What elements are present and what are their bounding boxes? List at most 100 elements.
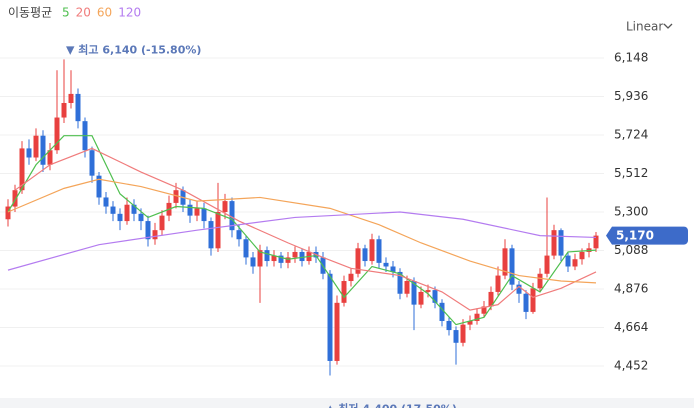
price-label: 5,170 [616,229,654,243]
candle-body [495,275,501,292]
candle-body [229,201,235,231]
candle-body [117,213,123,222]
candle-body [565,255,571,267]
candle-body [215,211,221,249]
candle-body [369,239,375,262]
legend-entry: 20 [76,6,91,20]
candle-body [208,221,214,249]
candle-body [544,255,550,274]
candle-body [446,320,452,331]
candle-body [243,239,249,258]
candle-body [285,257,291,263]
candle-body [271,255,277,262]
candle-body [355,248,361,274]
candle-body [558,230,564,256]
candle-body [47,150,53,165]
candle-body [264,250,270,262]
candle-body [222,201,228,212]
candle-body [509,248,515,285]
legend-entry: 120 [118,6,141,20]
candle-body [131,204,137,214]
candle-body [362,248,368,262]
candle-body [404,281,410,294]
candle-body [5,206,11,220]
candle-body [124,204,130,222]
moving-average-line [14,147,597,311]
low-annotation: ▲ 최저 4,400 (17.50%) [326,401,457,408]
candle-body [572,259,578,267]
candle-body [194,208,200,216]
price-badge [606,226,688,245]
candle-body [257,250,263,267]
candle-body [334,302,340,361]
candle-body [418,291,424,305]
y-tick-label: 4,452 [614,359,648,373]
legend-entry: 60 [97,6,112,20]
candle-body [89,150,95,176]
candle-body [173,190,179,203]
candle-body [411,281,417,305]
candle-body [383,262,389,267]
candle-body [61,102,67,118]
candle-body [187,204,193,216]
candle-body [467,320,473,325]
dropdown-arrow[interactable] [663,23,673,29]
candle-body [40,135,46,165]
candle-body [523,293,529,312]
legend-title: 이동평균 [8,6,52,20]
moving-average-line [7,135,597,326]
candle-body [68,93,74,103]
candle-body [474,313,480,321]
bottom-strip [0,398,694,408]
candle-body [341,281,347,303]
candle-body [327,273,333,361]
candle-body [376,239,382,263]
y-tick-label: 5,724 [614,127,648,141]
moving-average-line [7,211,597,271]
y-tick-label: 5,088 [614,243,648,257]
candle-body [432,290,438,303]
candle-body [551,230,557,256]
candle-body [250,257,256,267]
candle-body [110,206,116,214]
candle-body [481,306,487,314]
candle-body [516,284,522,294]
candle-body [138,213,144,222]
candle-body [278,255,284,263]
candle-body [19,148,25,191]
candle-body [593,235,599,249]
candle-body [502,248,508,276]
candle-body [54,117,60,151]
y-tick-label: 4,876 [614,282,648,296]
candle-body [145,221,151,240]
candle-body [75,93,81,122]
high-annotation: ▼ 최고 6,140 (-15.80%) [66,42,201,56]
candle-body [236,230,242,240]
candle-body [460,324,466,343]
candle-body [348,273,354,282]
candle-body [33,135,39,158]
candle-body [159,215,165,231]
candle-body [439,302,445,321]
candle-body [12,190,18,207]
scale-toggle[interactable]: Linear [626,20,663,34]
y-tick-label: 5,300 [614,204,648,218]
y-tick-label: 5,512 [614,166,648,180]
candle-body [292,251,298,258]
candle-body [579,251,585,260]
y-tick-label: 4,664 [614,320,648,334]
candle-body [537,273,543,289]
candle-body [103,197,109,207]
candle-body [26,148,32,158]
moving-average-line [7,178,597,284]
legend-entry: 5 [62,6,70,20]
candle-body [530,288,536,312]
candle-body [488,291,494,307]
candle-body [299,251,305,262]
y-tick-label: 6,148 [614,50,648,64]
y-tick-label: 5,936 [614,89,648,103]
candle-body [390,266,396,272]
candle-body [453,330,459,343]
